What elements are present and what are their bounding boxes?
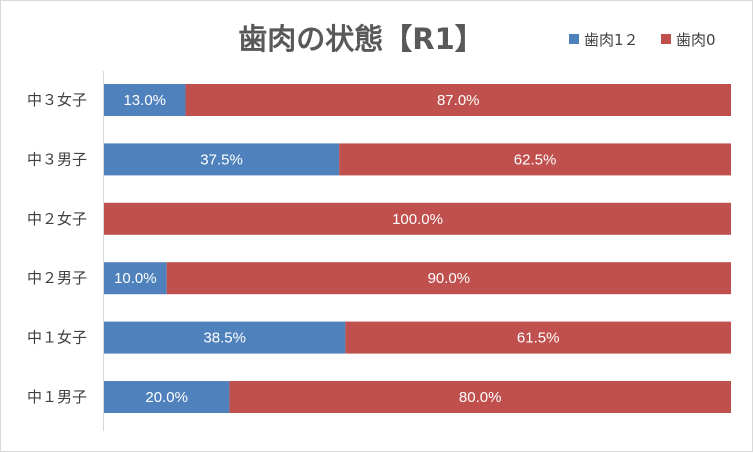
data-label-series-1: 13.0% (123, 92, 166, 109)
bar-segment-series-2 (166, 262, 731, 295)
bar-segment-series-1 (104, 84, 186, 116)
data-label-series-2: 100.0% (392, 211, 443, 228)
bar-segment-series-2 (345, 321, 731, 354)
legend-label-series-1: 歯肉1２ (584, 31, 639, 49)
legend: 歯肉1２ 歯肉0 (569, 31, 716, 49)
bars-group: 中３女子 13.0% 87.0% 中３男子 37.5% 62.5% 中２女子 100.0% 中２… (27, 84, 731, 413)
bar-segment-series-2 (104, 202, 731, 235)
bar-segment-series-1 (104, 262, 167, 295)
legend-label-series-2: 歯肉0 (676, 31, 716, 49)
category-label: 中２男子 (27, 269, 87, 287)
data-label-series-1: 10.0% (114, 270, 157, 287)
category-label: 中３男子 (27, 150, 87, 168)
category-label: 中１男子 (27, 388, 87, 406)
data-label-series-2: 87.0% (437, 92, 480, 109)
bar-segment-series-1 (104, 321, 346, 354)
category-label: 中３女子 (27, 91, 87, 109)
category-label: 中１女子 (27, 329, 87, 347)
bar-segment-series-2 (229, 381, 731, 413)
data-label-series-2: 61.5% (517, 330, 560, 347)
legend-swatch-series-1 (569, 34, 579, 44)
bar-segment-series-2 (339, 143, 731, 176)
bar-segment-series-2 (185, 84, 731, 116)
data-label-series-1: 37.5% (200, 151, 243, 168)
bar-segment-series-1 (104, 381, 230, 413)
data-label-series-1: 20.0% (145, 389, 188, 406)
data-label-series-2: 80.0% (459, 389, 502, 406)
bar-segment-series-1 (104, 143, 340, 176)
legend-swatch-series-2 (661, 34, 671, 44)
data-label-series-2: 62.5% (514, 151, 557, 168)
chart-title: 歯肉の状態【R1】 (238, 22, 484, 56)
data-label-series-2: 90.0% (428, 270, 471, 287)
category-label: 中２女子 (27, 210, 87, 228)
data-label-series-1: 38.5% (203, 330, 246, 347)
